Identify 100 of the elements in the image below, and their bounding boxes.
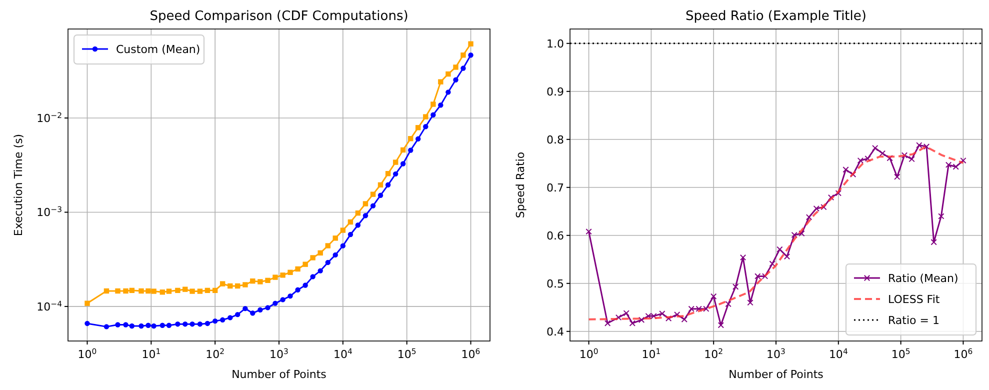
point: [806, 214, 812, 220]
x-tick-label: 10$^{4}$: [828, 346, 848, 361]
point: [894, 174, 900, 180]
point: [325, 260, 330, 266]
point: [468, 52, 474, 58]
x-tick-label: 10$^{0}$: [78, 346, 97, 361]
point: [242, 306, 248, 312]
point: [370, 203, 376, 208]
point: [400, 161, 406, 166]
point: [385, 171, 391, 176]
point: [674, 312, 680, 318]
y-tick-label: 0.5: [546, 277, 564, 290]
point: [725, 300, 732, 308]
point: [146, 322, 151, 328]
point: [747, 300, 754, 306]
point: [220, 281, 226, 286]
x-axis-title: Number of Points: [232, 368, 327, 381]
point: [886, 155, 893, 162]
point: [175, 288, 180, 294]
point: [310, 255, 316, 260]
chart-title: Speed Comparison (CDF Computations): [150, 9, 408, 24]
legend-label: Custom (Mean): [116, 43, 200, 56]
point: [258, 307, 263, 312]
point: [197, 288, 203, 294]
legend-label: LOESS Fit: [888, 293, 940, 306]
point: [272, 274, 278, 280]
point: [250, 278, 256, 284]
point: [355, 210, 361, 216]
point: [348, 232, 354, 238]
point: [288, 270, 293, 275]
point: [732, 284, 739, 290]
point: [295, 266, 300, 272]
point: [908, 156, 915, 162]
point: [378, 182, 384, 188]
point: [258, 279, 263, 284]
point: [415, 136, 421, 142]
point: [453, 77, 458, 82]
point: [160, 322, 166, 328]
point: [385, 182, 391, 188]
point: [468, 41, 474, 46]
point: [438, 102, 444, 108]
point: [710, 293, 717, 300]
point: [166, 288, 172, 294]
point: [250, 310, 256, 316]
point: [392, 160, 398, 165]
y-tick-label: 0.4: [546, 325, 564, 338]
point: [400, 147, 406, 153]
x-axis-title: Number of Points: [728, 368, 824, 381]
legend-label: Ratio = 1: [888, 314, 940, 327]
point: [408, 148, 414, 153]
point: [265, 305, 270, 310]
point: [182, 286, 188, 292]
point: [638, 316, 645, 323]
point: [629, 320, 636, 326]
point: [310, 274, 316, 280]
point: [415, 125, 421, 130]
point: [423, 114, 428, 120]
point: [446, 90, 451, 95]
point: [960, 157, 966, 164]
x-tick-label: 10$^{3}$: [270, 346, 289, 361]
y-tick-label: 10$^{−2}$: [36, 110, 62, 125]
point: [681, 316, 688, 322]
point: [835, 190, 842, 196]
point: [318, 250, 323, 256]
y-tick-label: 0.6: [546, 229, 564, 242]
point: [446, 71, 451, 77]
x-tick-label: 10$^{4}$: [333, 346, 352, 361]
x-tick-label: 10$^{5}$: [397, 346, 416, 361]
point: [190, 321, 195, 327]
point: [392, 171, 398, 177]
y-tick-label: 10$^{−3}$: [36, 204, 62, 220]
point: [129, 288, 135, 294]
point: [879, 150, 886, 156]
point: [740, 254, 746, 261]
legend-label: Ratio (Mean): [888, 272, 958, 285]
point: [828, 194, 834, 201]
point: [212, 288, 218, 294]
y-tick-label: 0.9: [546, 85, 564, 98]
point: [220, 317, 226, 323]
point: [175, 321, 180, 327]
x-tick-label: 10$^{5}$: [891, 346, 910, 361]
point: [197, 321, 203, 327]
x-tick-label: 10$^{1}$: [642, 346, 661, 361]
point: [280, 272, 286, 278]
point: [423, 124, 428, 130]
point: [115, 322, 120, 328]
point: [272, 300, 278, 306]
point: [242, 282, 248, 288]
point: [182, 321, 188, 327]
y-tick-label: 10$^{−4}$: [36, 298, 62, 314]
point: [378, 192, 384, 198]
point: [228, 283, 233, 289]
point: [325, 243, 330, 248]
point: [151, 288, 156, 294]
point: [430, 112, 436, 118]
point: [623, 310, 630, 316]
point: [160, 290, 166, 295]
x-tick-label: 10$^{6}$: [461, 346, 480, 361]
point: [438, 79, 444, 84]
point: [129, 323, 135, 329]
